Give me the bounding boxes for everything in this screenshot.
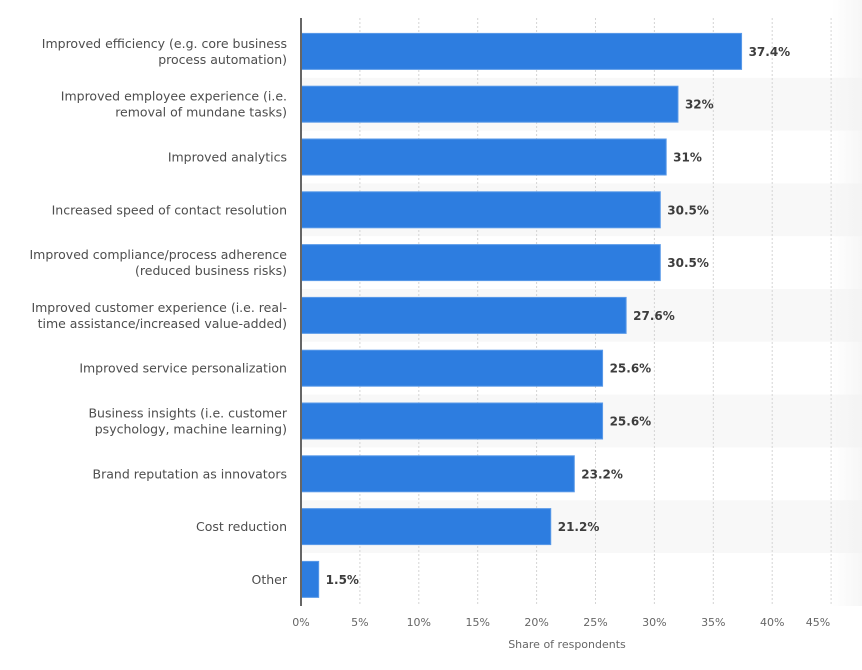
bar [300,138,667,176]
data-label: 31% [673,151,702,165]
category-label: Cost reduction [196,519,287,534]
category-label: Improved service personalization [79,361,287,376]
category-label: Improved efficiency (e.g. core business p… [42,36,287,67]
bar [300,508,552,546]
data-label: 1.5% [326,573,359,587]
category-label-line: Improved employee experience (i.e. [61,89,287,104]
category-label: Increased speed of contact resolution [52,202,287,217]
data-label: 21.2% [558,520,600,534]
category-label: Other [252,572,288,587]
data-label: 25.6% [610,415,652,429]
category-label-line: Improved customer experience (i.e. real- [31,300,287,315]
value-labels: 37.4% 32% 31% 30.5% 30.5% 27.6% 25.6% 25.6% 23.2… [326,45,791,587]
category-label: Business insights (i.e. customer psycholo… [88,406,287,437]
x-tick-label: 45% [806,616,830,629]
bar [300,191,661,229]
category-label-line: psychology, machine learning) [95,422,287,437]
bar [300,402,604,440]
category-label-line: process automation) [158,52,287,67]
data-label: 30.5% [667,256,709,270]
x-tick-label: 25% [583,616,607,629]
category-label-line: Improved analytics [168,150,287,165]
category-label-line: Improved efficiency (e.g. core business [42,36,287,51]
x-tick-label: 35% [701,616,725,629]
bars [300,32,743,598]
x-axis-title: Share of respondents [508,638,626,651]
data-label: 37.4% [749,45,791,59]
x-tick-label: 30% [642,616,666,629]
bar [300,455,575,493]
category-label-line: Brand reputation as innovators [93,466,287,481]
bar [300,349,604,387]
x-tick-label: 40% [760,616,784,629]
category-label-line: Increased speed of contact resolution [52,202,287,217]
data-label: 30.5% [667,203,709,217]
bar [300,85,679,123]
bar [300,244,661,282]
category-label: Improved employee experience (i.e. remova… [61,89,287,120]
data-label: 25.6% [610,362,652,376]
category-label-line: removal of mundane tasks) [115,105,287,120]
x-tick-label: 15% [465,616,489,629]
category-label-line: (reduced business risks) [135,263,287,278]
x-tick-label: 0% [292,616,309,629]
x-tick-label: 20% [524,616,548,629]
category-label-line: Other [252,572,288,587]
category-label-line: Improved service personalization [79,361,287,376]
category-label-line: Cost reduction [196,519,287,534]
category-label: Brand reputation as innovators [93,466,287,481]
category-label: Improved customer experience (i.e. real-… [31,300,287,331]
x-tick-label: 10% [407,616,431,629]
category-label: Improved compliance/process adherence (re… [30,247,288,278]
bar [300,296,627,334]
data-label: 23.2% [581,467,623,481]
data-label: 32% [685,98,714,112]
bar [300,32,743,70]
category-label-line: Business insights (i.e. customer [88,406,287,421]
x-axis-ticks: 0% 5% 10% 15% 20% 25% 30% 35% 40% 45% [292,616,830,629]
category-label: Improved analytics [168,150,287,165]
x-tick-label: 5% [351,616,368,629]
category-label-line: time assistance/increased value-added) [38,316,287,331]
category-label-line: Improved compliance/process adherence [30,247,288,262]
bar [300,560,320,598]
category-labels: Improved efficiency (e.g. core business p… [30,36,288,587]
data-label: 27.6% [633,309,675,323]
